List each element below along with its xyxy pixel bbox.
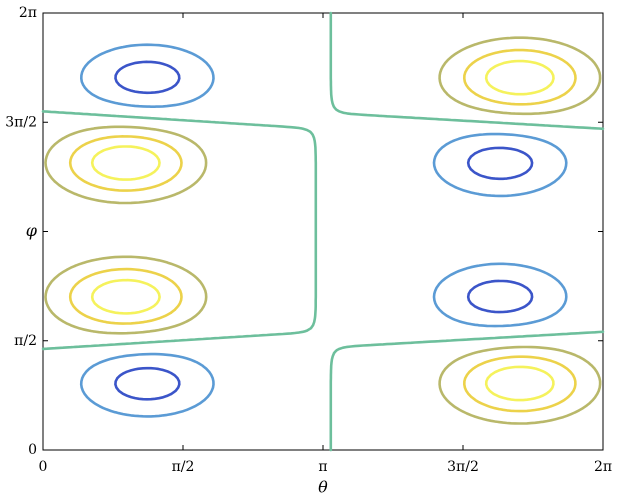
y-tick-label: φ bbox=[26, 221, 38, 240]
contour-line bbox=[79, 43, 568, 418]
x-tick-label: 2π bbox=[594, 459, 612, 475]
x-tick-label: 0 bbox=[39, 459, 48, 475]
y-tick-label: π/2 bbox=[14, 333, 37, 349]
x-tick-label: 3π/2 bbox=[447, 459, 479, 475]
x-axis-label: θ bbox=[318, 478, 328, 497]
plot-frame bbox=[42, 12, 604, 451]
contour-line bbox=[68, 48, 577, 413]
contour-line bbox=[90, 59, 555, 402]
contour-line bbox=[44, 36, 602, 425]
x-tick-label: π bbox=[318, 459, 327, 475]
x-tick-label: π/2 bbox=[172, 459, 195, 475]
y-tick-label: 3π/2 bbox=[5, 114, 37, 130]
contour-line bbox=[114, 60, 534, 401]
y-tick-label: 0 bbox=[28, 442, 37, 458]
y-tick-label: 2π bbox=[19, 5, 37, 21]
contour-line bbox=[41, 11, 605, 452]
